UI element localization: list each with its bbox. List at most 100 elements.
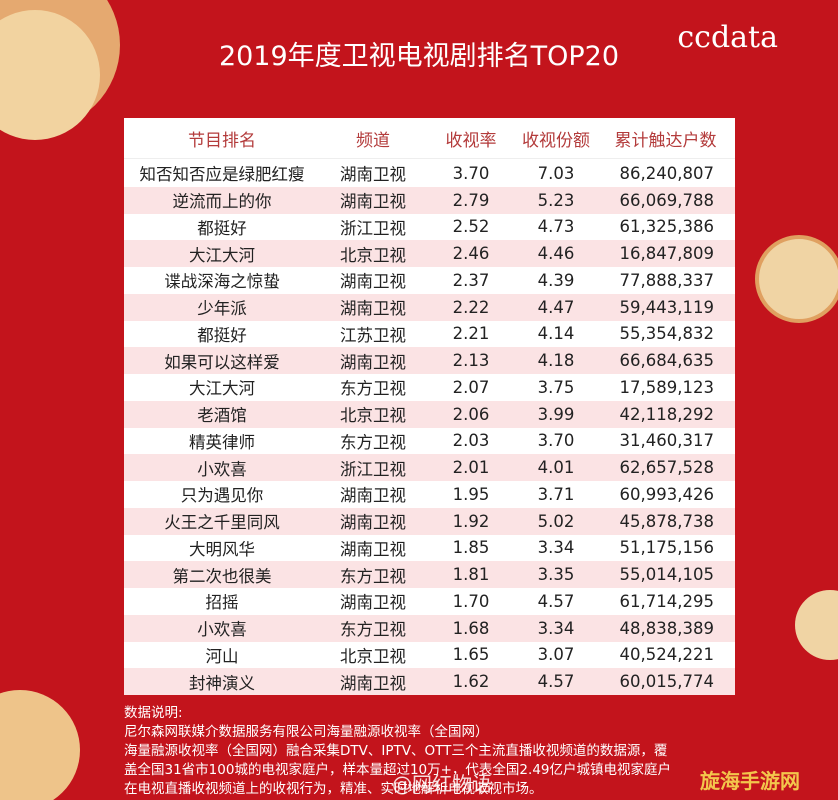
cell: 17,589,123 — [619, 377, 714, 397]
cell: 2.79 — [452, 190, 490, 210]
cell: 江苏卫视 — [340, 325, 406, 345]
flower-decor — [755, 235, 838, 323]
cell: 2.21 — [452, 324, 490, 344]
cell: 4.57 — [537, 672, 575, 692]
cell: 湖南卫视 — [340, 486, 406, 506]
header-row: 节目排名 频道 收视率 收视份额 累计触达户数 — [124, 118, 735, 159]
column-header: 频道 — [356, 130, 390, 151]
table-row: 知否知否应是绿肥红瘦 湖南卫视 3.70 7.03 86,240,807 — [124, 160, 735, 187]
column-header: 收视份额 — [522, 130, 590, 151]
cell: 湖南卫视 — [340, 539, 406, 559]
cell: 都挺好 — [197, 218, 247, 238]
column-header: 累计触达户数 — [614, 130, 717, 151]
cell: 3.34 — [537, 618, 575, 638]
cell: 东方卫视 — [340, 432, 406, 452]
cell: 封神演义 — [189, 673, 255, 693]
cell: 51,175,156 — [619, 538, 714, 558]
cell: 大江大河 — [189, 379, 255, 399]
cell: 4.57 — [537, 591, 575, 611]
cell: 湖南卫视 — [340, 192, 406, 212]
table-row: 只为遇见你 湖南卫视 1.95 3.71 60,993,426 — [124, 481, 735, 508]
cell: 2.01 — [452, 458, 490, 478]
cell: 60,015,774 — [619, 672, 714, 692]
cell: 湖南卫视 — [340, 593, 406, 613]
cell: 少年派 — [197, 299, 247, 319]
cell: 5.23 — [537, 190, 575, 210]
cell: 4.14 — [537, 324, 575, 344]
cell: 只为遇见你 — [180, 486, 264, 506]
flower-decor — [795, 590, 838, 660]
notes: 数据说明: 尼尔森网联媒介数据服务有限公司海量融源收视率（全国网） 海量融源收视率（… — [124, 704, 671, 799]
cell: 66,684,635 — [619, 351, 714, 371]
note-line: 在电视直播收视频道上的收视行为，精准、实时地解析电视收视市场。 — [124, 781, 543, 797]
cell: 4.39 — [537, 270, 575, 290]
cell: 浙江卫视 — [340, 218, 406, 238]
column-header: 节目排名 — [188, 130, 256, 151]
cell: 59,443,119 — [619, 297, 714, 317]
cell: 1.92 — [452, 511, 490, 531]
cell: 77,888,337 — [619, 270, 714, 290]
cell: 1.85 — [452, 538, 490, 558]
cell: 45,878,738 — [619, 511, 714, 531]
table-row: 封神演义 湖南卫视 1.62 4.57 60,015,774 — [124, 668, 735, 695]
flower-decor — [0, 10, 100, 140]
cell: 东方卫视 — [340, 379, 406, 399]
cell: 湖南卫视 — [340, 272, 406, 292]
cell: 55,014,105 — [619, 565, 714, 585]
cell: 东方卫视 — [340, 566, 406, 586]
cell: 精英律师 — [189, 432, 255, 452]
cell: 5.02 — [537, 511, 575, 531]
note-line: 尼尔森网联媒介数据服务有限公司海量融源收视率（全国网） — [124, 724, 489, 740]
cell: 北京卫视 — [340, 245, 406, 265]
cell: 2.13 — [452, 351, 490, 371]
cell: 3.75 — [537, 377, 575, 397]
cell: 4.01 — [537, 458, 575, 478]
cell: 4.46 — [537, 244, 575, 264]
table-row: 都挺好 江苏卫视 2.21 4.14 55,354,832 — [124, 321, 735, 348]
table-row: 大江大河 东方卫视 2.07 3.75 17,589,123 — [124, 374, 735, 401]
table-row: 如果可以这样爱 湖南卫视 2.13 4.18 66,684,635 — [124, 347, 735, 374]
table-row: 大明风华 湖南卫视 1.85 3.34 51,175,156 — [124, 535, 735, 562]
table-row: 小欢喜 东方卫视 1.68 3.34 48,838,389 — [124, 614, 735, 642]
cell: 2.46 — [452, 244, 490, 264]
cell: 火王之千里同风 — [164, 513, 280, 533]
table-row: 老酒馆 北京卫视 2.06 3.99 42,118,292 — [124, 400, 735, 428]
table-row: 河山 北京卫视 1.65 3.07 40,524,221 — [124, 642, 735, 669]
cell: 3.99 — [537, 404, 575, 424]
cell: 55,354,832 — [619, 324, 714, 344]
column-header: 收视率 — [445, 130, 497, 151]
table-row: 火王之千里同风 湖南卫视 1.92 5.02 45,878,738 — [124, 507, 735, 535]
cell: 31,460,317 — [619, 431, 714, 451]
table-row: 招摇 湖南卫视 1.70 4.57 61,714,295 — [124, 588, 735, 615]
cell: 逆流而上的你 — [172, 192, 272, 212]
cell: 1.70 — [452, 591, 490, 611]
cell: 2.03 — [452, 431, 490, 451]
cell: 都挺好 — [197, 325, 247, 345]
cell: 48,838,389 — [619, 618, 714, 638]
cell: 61,714,295 — [619, 591, 714, 611]
cell: 1.95 — [452, 484, 490, 504]
cell: 4.18 — [537, 351, 575, 371]
cell: 湖南卫视 — [340, 165, 406, 185]
cell: 86,240,807 — [619, 163, 714, 183]
watermark: @网红物语 — [392, 772, 492, 796]
cell: 如果可以这样爱 — [164, 352, 280, 372]
cell: 2.37 — [452, 270, 490, 290]
cell: 大明风华 — [189, 539, 255, 559]
table-row: 小欢喜 浙江卫视 2.01 4.01 62,657,528 — [124, 454, 735, 481]
cell: 1.68 — [452, 618, 490, 638]
cell: 谍战深海之惊蛰 — [164, 272, 280, 292]
cell: 大江大河 — [189, 245, 255, 265]
cell: 湖南卫视 — [340, 299, 406, 319]
cell: 第二次也很美 — [172, 566, 272, 586]
table-row: 第二次也很美 东方卫视 1.81 3.35 55,014,105 — [124, 561, 735, 588]
cell: 66,069,788 — [619, 190, 714, 210]
cell: 3.71 — [537, 484, 575, 504]
cell: 2.22 — [452, 297, 490, 317]
cell: 东方卫视 — [340, 620, 406, 640]
cell: 1.65 — [452, 645, 490, 665]
cell: 老酒馆 — [197, 406, 247, 426]
table-row: 精英律师 东方卫视 2.03 3.70 31,460,317 — [124, 428, 735, 455]
cell: 湖南卫视 — [340, 352, 406, 372]
